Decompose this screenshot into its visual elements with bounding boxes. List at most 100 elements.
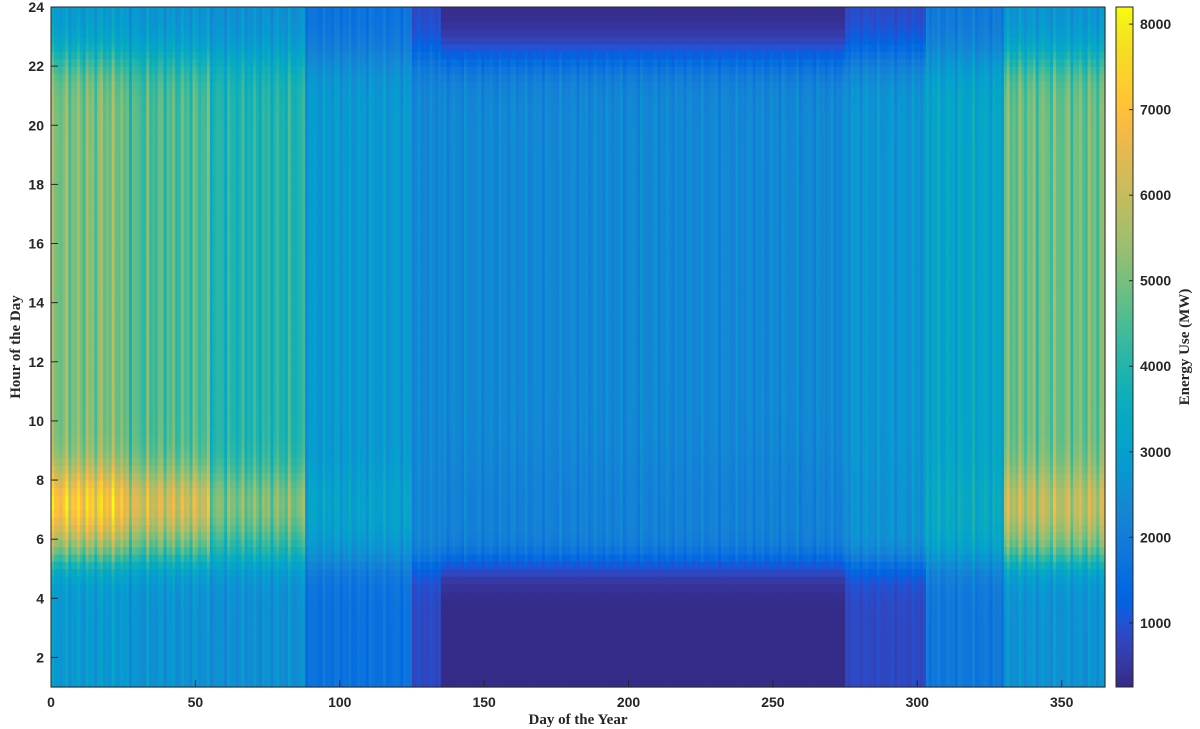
heatmap-cell [100, 317, 104, 326]
heatmap-cell [71, 184, 75, 193]
heatmap-cell [97, 650, 101, 659]
heatmap-cell [59, 465, 64, 474]
heatmap-cell [82, 287, 87, 296]
heatmap-cell [114, 576, 119, 585]
heatmap-cell [74, 487, 78, 496]
heatmap-cell [79, 324, 84, 333]
heatmap-cell [56, 29, 61, 38]
heatmap-cell [111, 428, 116, 437]
heatmap-cell [79, 140, 84, 149]
heatmap-cell [108, 553, 113, 562]
heatmap-cell [94, 347, 98, 355]
heatmap-cell [53, 339, 58, 348]
heatmap-cell [85, 347, 90, 355]
heatmap-cell [100, 199, 104, 208]
heatmap-cell [65, 258, 69, 267]
heatmap-cell [88, 324, 93, 333]
heatmap-cell [79, 605, 84, 614]
heatmap-cell [56, 43, 61, 52]
heatmap-cell [79, 642, 84, 651]
heatmap-cell [85, 428, 90, 437]
heatmap-cell [91, 184, 95, 193]
heatmap-cell [91, 435, 95, 444]
heatmap-cell [94, 428, 98, 437]
heatmap-cell [51, 679, 55, 688]
heatmap-cell [82, 487, 87, 496]
heatmap-cell [68, 354, 72, 363]
heatmap-cell [82, 598, 87, 607]
heatmap-cell [102, 657, 107, 666]
heatmap-cell [51, 635, 55, 644]
heatmap-cell [59, 354, 64, 363]
heatmap-cell [91, 221, 95, 230]
heatmap-cell [74, 420, 78, 429]
heatmap-cell [56, 576, 61, 585]
heatmap-cell [59, 154, 64, 163]
heatmap-cell [100, 361, 104, 370]
heatmap-cell [105, 103, 110, 112]
heatmap-cell [62, 324, 67, 333]
heatmap-cell [62, 162, 67, 171]
heatmap-cell [100, 347, 104, 355]
heatmap-cell [68, 487, 72, 496]
heatmap-cell [59, 635, 64, 644]
heatmap-cell [88, 206, 93, 215]
heatmap-cell [74, 58, 78, 67]
heatmap-cell [91, 531, 95, 540]
heatmap-cell [71, 369, 75, 378]
heatmap-cell [51, 221, 55, 230]
heatmap-cell [91, 657, 95, 666]
heatmap-cell [76, 310, 81, 319]
heatmap-cell [82, 450, 87, 459]
heatmap-cell [100, 383, 104, 392]
heatmap-cell [79, 590, 84, 599]
heatmap-cell [51, 620, 55, 629]
heatmap-cell [51, 332, 55, 341]
heatmap-cell [56, 635, 61, 644]
heatmap-cell [97, 598, 101, 607]
heatmap-cell [76, 80, 81, 89]
heatmap-cell [76, 287, 81, 296]
heatmap-cell [59, 110, 64, 119]
heatmap-cell [51, 273, 55, 282]
heatmap-cell [91, 80, 95, 89]
heatmap-cell [71, 361, 75, 370]
heatmap-cell [74, 140, 78, 149]
heatmap-cell [71, 450, 75, 459]
heatmap-cell [68, 191, 72, 200]
heatmap-cell [71, 457, 75, 466]
heatmap-cell [71, 428, 75, 437]
heatmap-cell [76, 517, 81, 525]
heatmap-cell [59, 480, 64, 489]
heatmap-cell [68, 132, 72, 141]
heatmap-cell [105, 154, 110, 163]
heatmap-cell [91, 213, 95, 222]
heatmap-cell [85, 650, 90, 659]
heatmap-cell [56, 524, 61, 533]
heatmap-cell [65, 657, 69, 666]
heatmap-cell [114, 117, 119, 126]
heatmap-cell [97, 605, 101, 614]
heatmap-cell [94, 613, 98, 622]
heatmap-cell [82, 258, 87, 267]
heatmap-cell [91, 162, 95, 171]
heatmap-cell [94, 73, 98, 82]
heatmap-cell [108, 36, 113, 45]
heatmap-cell [111, 88, 116, 97]
heatmap-cell [68, 103, 72, 112]
heatmap-cell [97, 642, 101, 651]
heatmap-cell [82, 14, 87, 23]
heatmap-cell [114, 509, 119, 518]
heatmap-cell [100, 605, 104, 614]
heatmap-cell [68, 472, 72, 481]
heatmap-cell [91, 553, 95, 562]
heatmap-cell [102, 36, 107, 45]
heatmap-cell [82, 29, 87, 38]
heatmap-cell [114, 58, 119, 67]
heatmap-cell [114, 398, 119, 407]
heatmap-cell [76, 553, 81, 562]
heatmap-cell [88, 657, 93, 666]
heatmap-cell [88, 199, 93, 208]
heatmap-cell [79, 132, 84, 141]
heatmap-cell [102, 650, 107, 659]
